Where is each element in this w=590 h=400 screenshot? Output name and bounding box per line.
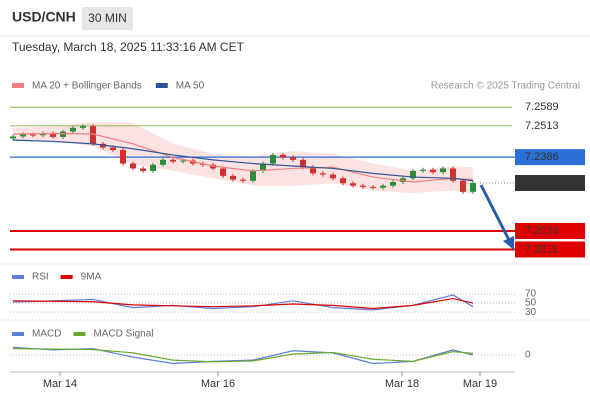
y-tick-label: 70 xyxy=(525,289,537,300)
candle-body xyxy=(390,182,396,186)
legend-label: 9MA xyxy=(81,272,102,283)
candle-body xyxy=(90,126,96,144)
indicator-line xyxy=(12,348,474,363)
candle-body xyxy=(300,159,306,168)
legend-swatch xyxy=(155,83,168,88)
candle-body xyxy=(380,185,386,188)
candle-body xyxy=(340,178,346,184)
candle-body xyxy=(410,170,416,179)
candle-body xyxy=(50,133,56,137)
candle-body xyxy=(370,186,376,188)
candle-body xyxy=(170,159,176,162)
y-tick-label: 30 xyxy=(525,307,537,318)
candle-body xyxy=(450,168,456,181)
candle-body xyxy=(460,180,466,192)
candle-body xyxy=(60,131,66,137)
timeframe[interactable]: 30 MIN xyxy=(88,11,127,25)
moving-average xyxy=(12,139,474,182)
level-label: 7.2589 xyxy=(525,101,559,113)
candle-body xyxy=(260,163,266,171)
forecast-arrow xyxy=(479,184,511,241)
candle-body xyxy=(40,133,46,136)
legend-swatch xyxy=(60,275,73,279)
legend-swatch xyxy=(12,332,24,336)
candle-body xyxy=(440,168,446,173)
x-tick-label: Mar 16 xyxy=(201,378,235,390)
level-box xyxy=(515,222,585,239)
indicator-line xyxy=(12,297,474,310)
candle-body xyxy=(160,159,166,165)
candle-body xyxy=(220,168,226,176)
candle-body xyxy=(120,150,126,164)
candle-body xyxy=(140,168,146,171)
candle-body xyxy=(290,157,296,160)
candle-body xyxy=(10,136,16,139)
candle-body xyxy=(20,134,26,137)
legend-label: MA 20 + Bollinger Bands xyxy=(32,81,142,92)
candle-body xyxy=(470,182,476,192)
candle-body xyxy=(350,183,356,186)
legend-swatch xyxy=(12,83,24,88)
y-tick-label: 0 xyxy=(525,350,531,361)
candle-body xyxy=(400,178,406,182)
level-box xyxy=(515,241,585,258)
candle-body xyxy=(80,126,86,128)
y-tick-label: 50 xyxy=(525,298,537,309)
level-box xyxy=(515,149,585,166)
candle-body xyxy=(270,154,276,164)
legend-label: MACD xyxy=(32,329,61,340)
legend-label: MACD Signal xyxy=(93,329,153,340)
x-tick-label: Mar 18 xyxy=(385,378,419,390)
legend-label: MA 50 xyxy=(176,81,205,92)
level-box xyxy=(515,174,585,191)
timeframe-button[interactable] xyxy=(82,7,133,30)
forecast-arrow-head xyxy=(503,236,514,250)
candle-body xyxy=(430,169,436,173)
chart-title: USD/CNH xyxy=(12,9,76,25)
level-label: 7.2513 xyxy=(525,120,559,132)
candle-body xyxy=(320,173,326,175)
level-label: 7.2386 xyxy=(525,151,559,163)
candle-body xyxy=(240,179,246,181)
legend-swatch xyxy=(73,332,86,336)
candle-body xyxy=(310,167,316,174)
level-label: 7.2086 xyxy=(525,225,559,237)
subtitle: Tuesday, March 18, 2025 11:33:16 AM CET xyxy=(12,40,245,54)
candle-body xyxy=(180,160,186,162)
candle-body xyxy=(330,174,336,179)
candle-body xyxy=(150,164,156,171)
source: Research © 2025 Trading Central xyxy=(431,81,580,92)
candle-body xyxy=(110,147,116,150)
legend-swatch xyxy=(12,275,24,279)
moving-average xyxy=(12,132,474,183)
bollinger-band xyxy=(13,121,473,195)
x-tick-label: Mar 14 xyxy=(43,378,77,390)
candle-body xyxy=(100,143,106,148)
candle-body xyxy=(280,154,286,158)
legend-label: RSI xyxy=(32,272,49,283)
candle-body xyxy=(210,164,216,169)
x-tick-label: Mar 19 xyxy=(463,378,497,390)
candle-body xyxy=(30,134,36,136)
candle-body xyxy=(130,163,136,169)
candle-body xyxy=(250,170,256,181)
level-label: 7.2011 xyxy=(525,243,558,255)
candle-body xyxy=(230,175,236,180)
candle-body xyxy=(420,169,426,171)
level-label: 7.2281 xyxy=(525,177,559,189)
candle-body xyxy=(70,127,76,132)
plot: 7.2589 7.2513 7.2386 7.2281 7.2086 7.2011 MA 2… xyxy=(10,81,585,390)
candle-body xyxy=(360,185,366,187)
